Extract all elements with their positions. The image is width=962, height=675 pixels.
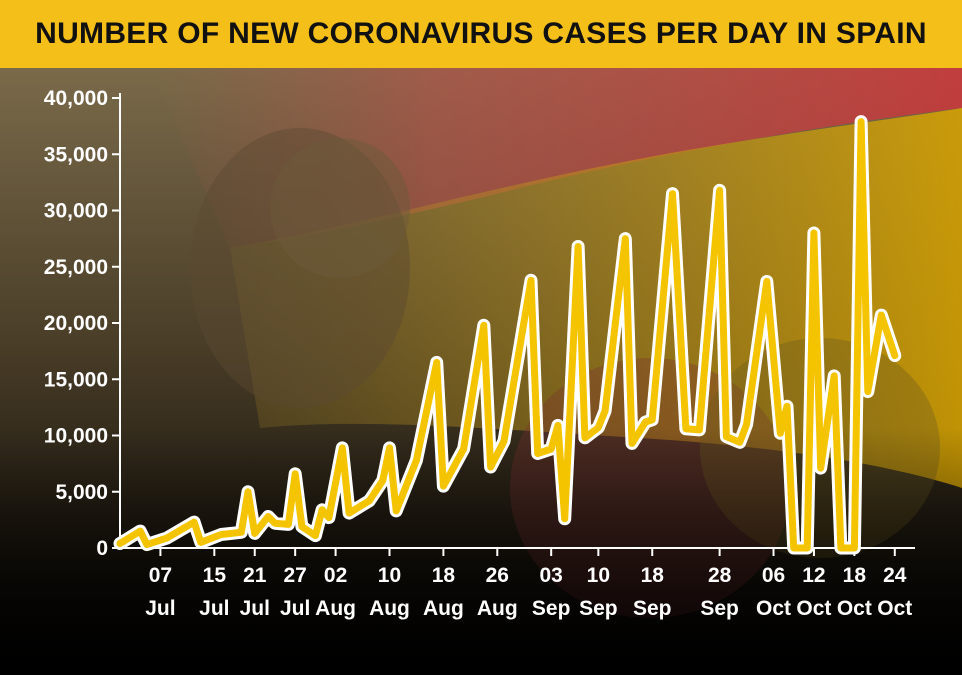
series-layer xyxy=(113,115,902,555)
x-tick-month: Jul xyxy=(145,597,175,620)
x-tick-day: 12 xyxy=(802,564,825,587)
y-tick-label: 25,000 xyxy=(44,256,108,279)
y-tick-label: 30,000 xyxy=(44,200,108,223)
axes xyxy=(119,93,915,549)
x-tick-day: 28 xyxy=(708,564,732,587)
x-tick-day: 21 xyxy=(243,564,267,587)
x-tick-month: Aug xyxy=(369,597,410,620)
y-tick-label: 35,000 xyxy=(44,143,108,166)
x-tick-month: Jul xyxy=(199,597,229,620)
x-tick-day: 24 xyxy=(883,564,907,587)
x-tick-day: 06 xyxy=(762,564,785,587)
y-axis-ticks: 0 5,000 10,000 15,000 20,000 25,000 30,000 35,0… xyxy=(44,87,120,560)
title-banner: NUMBER OF NEW CORONAVIRUS CASES PER DAY … xyxy=(0,0,962,68)
x-tick-day: 10 xyxy=(378,564,401,587)
x-tick-month: Jul xyxy=(280,597,310,620)
x-tick-day: 15 xyxy=(203,564,227,587)
x-tick-day: 02 xyxy=(324,564,347,587)
x-tick-month: Oct xyxy=(756,597,791,620)
x-tick-month: Aug xyxy=(477,597,518,620)
x-tick-month: Aug xyxy=(423,597,464,620)
y-tick-label: 20,000 xyxy=(44,312,108,335)
x-tick-day: 18 xyxy=(843,564,867,587)
chart-title: NUMBER OF NEW CORONAVIRUS CASES PER DAY … xyxy=(35,17,927,50)
x-tick-day: 03 xyxy=(540,564,563,587)
y-tick-label: 10,000 xyxy=(44,425,108,448)
y-tick-label: 15,000 xyxy=(44,368,108,391)
x-tick-day: 07 xyxy=(149,564,172,587)
x-tick-month: Oct xyxy=(796,597,831,620)
x-tick-day: 10 xyxy=(587,564,610,587)
x-tick-day: 26 xyxy=(486,564,509,587)
x-tick-month: Sep xyxy=(532,597,571,620)
x-tick-month: Aug xyxy=(315,597,356,620)
x-tick-month: Sep xyxy=(700,597,739,620)
x-tick-month: Oct xyxy=(837,597,872,620)
series-line-outline xyxy=(113,115,902,555)
x-tick-day: 18 xyxy=(641,564,665,587)
series-line xyxy=(116,118,899,552)
x-tick-day: 18 xyxy=(432,564,456,587)
x-tick-month: Oct xyxy=(877,597,912,620)
x-axis-ticks: 07 Jul 15 Jul 21 Jul 27 Jul 02 Aug 10 Aug 18 Aug 26 Aug… xyxy=(145,548,912,620)
x-tick-month: Sep xyxy=(633,597,672,620)
y-tick-label: 40,000 xyxy=(44,87,108,110)
x-tick-day: 27 xyxy=(283,564,306,587)
x-tick-month: Jul xyxy=(240,597,270,620)
x-tick-month: Sep xyxy=(579,597,618,620)
y-tick-label: 5,000 xyxy=(55,481,108,504)
y-tick-label: 0 xyxy=(96,537,108,560)
